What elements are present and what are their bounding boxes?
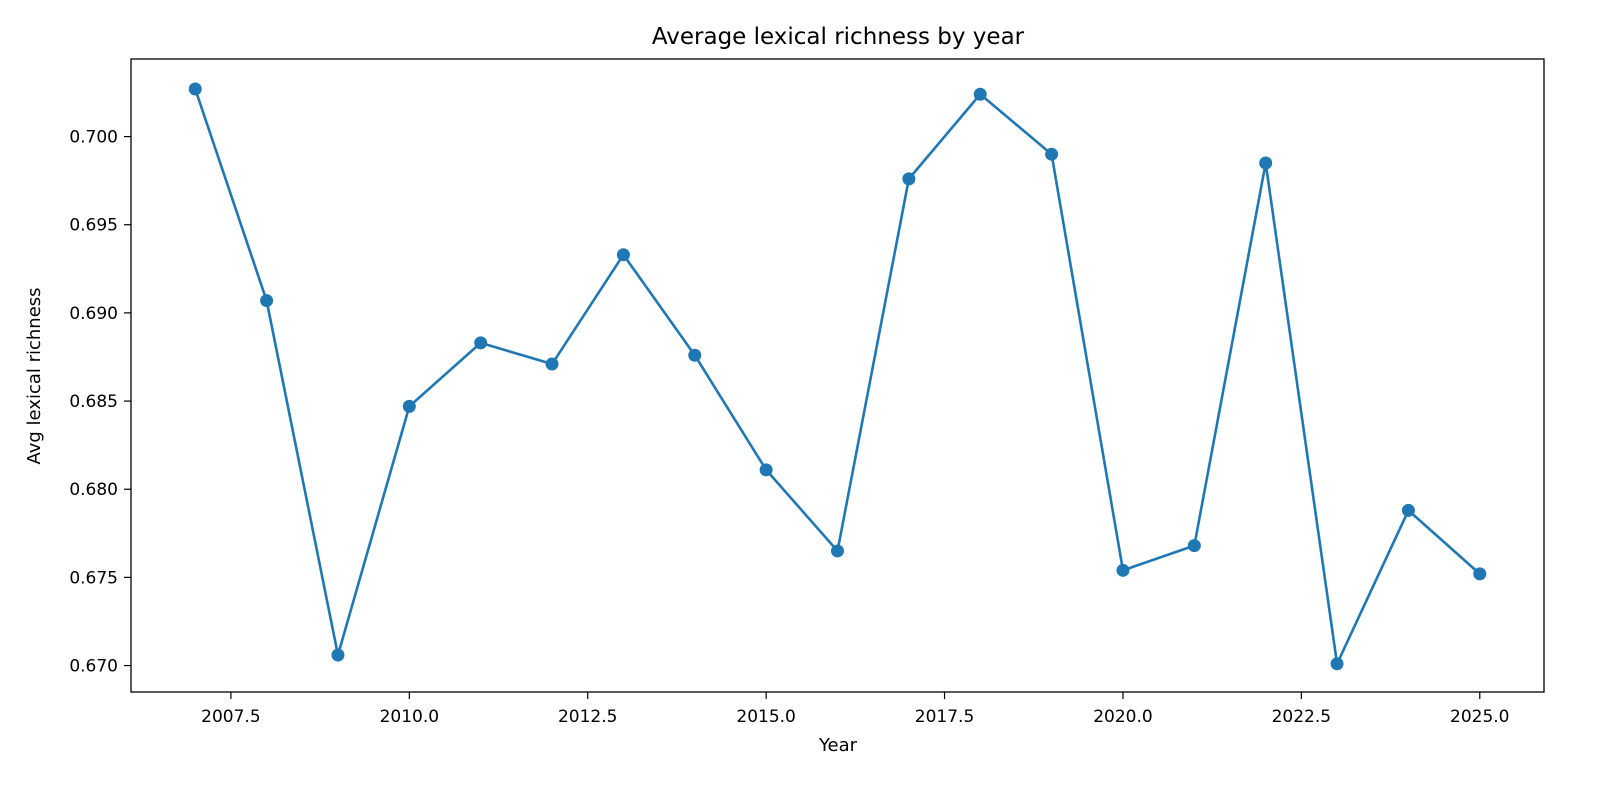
data-point xyxy=(1116,563,1130,577)
x-tick-label: 2020.0 xyxy=(1093,707,1152,727)
x-tick-label: 2012.5 xyxy=(558,707,617,727)
data-point xyxy=(1401,503,1415,517)
y-axis-label: Avg lexical richness xyxy=(24,287,45,464)
x-tick-label: 2010.0 xyxy=(380,707,439,727)
x-tick-label: 2015.0 xyxy=(736,707,795,727)
data-point xyxy=(1473,567,1487,581)
x-tick-label: 2025.0 xyxy=(1450,707,1509,727)
data-point xyxy=(188,82,202,96)
series-layer xyxy=(188,82,1487,671)
data-point xyxy=(616,248,630,262)
data-point xyxy=(1187,539,1201,553)
data-point xyxy=(973,87,987,101)
y-tick-label: 0.680 xyxy=(69,480,118,500)
y-tick-label: 0.685 xyxy=(69,392,118,412)
chart-title: Average lexical richness by year xyxy=(652,24,1025,50)
data-point xyxy=(1045,147,1059,161)
data-point xyxy=(1330,657,1344,671)
y-axis: 0.670 0.675 0.680 0.685 0.690 0.695 0.700 xyxy=(69,128,131,677)
x-tick-label: 2007.5 xyxy=(201,707,260,727)
data-point xyxy=(688,348,702,362)
plot-frame xyxy=(130,58,1545,693)
x-axis: 2007.5 2010.0 2012.5 2015.0 2017.5 2020.0 2022… xyxy=(201,692,1510,727)
y-tick-label: 0.670 xyxy=(69,657,118,677)
data-point xyxy=(260,294,274,308)
x-axis-label: Year xyxy=(818,735,858,756)
y-tick-label: 0.695 xyxy=(69,216,118,236)
data-point xyxy=(402,399,416,413)
data-point xyxy=(902,172,916,186)
data-point xyxy=(474,336,488,350)
y-tick-label: 0.675 xyxy=(69,568,118,588)
y-tick-label: 0.700 xyxy=(69,128,118,148)
data-point xyxy=(831,544,844,558)
x-tick-label: 2022.5 xyxy=(1272,707,1331,727)
x-tick-label: 2017.5 xyxy=(915,707,974,727)
data-point xyxy=(759,463,773,477)
data-point xyxy=(545,357,559,371)
data-point xyxy=(331,648,345,662)
y-tick-label: 0.690 xyxy=(69,304,118,324)
data-point xyxy=(1259,156,1273,170)
